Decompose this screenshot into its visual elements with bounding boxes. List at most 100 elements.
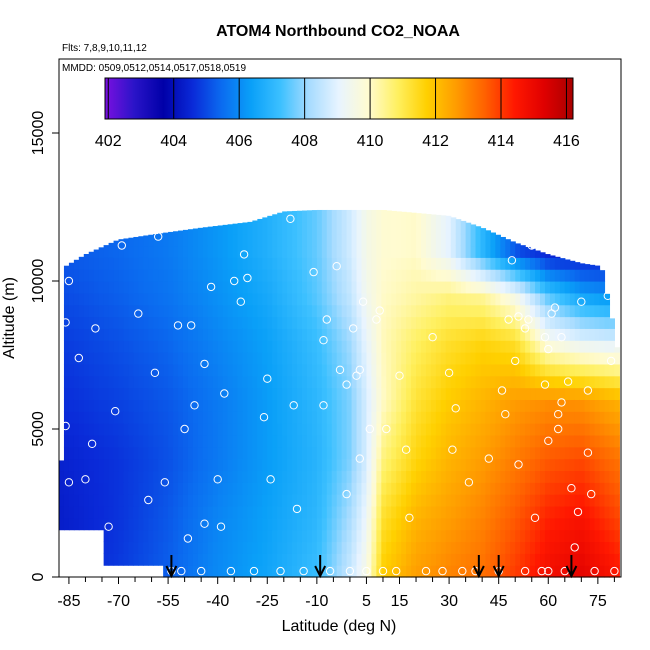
sample-point	[111, 407, 120, 416]
heat-cell	[168, 281, 174, 294]
heat-cell	[540, 292, 546, 306]
heat-cell	[311, 352, 318, 365]
heat-cell	[401, 387, 407, 400]
heat-cell	[554, 541, 561, 554]
heat-cell	[247, 411, 253, 424]
y-tick-label: 5000	[30, 411, 47, 447]
heat-cell	[88, 434, 95, 448]
heat-cell	[192, 517, 199, 531]
heat-cell	[465, 328, 472, 341]
heat-cell	[525, 505, 531, 519]
heat-cell	[187, 505, 194, 519]
heat-cell	[326, 257, 333, 270]
heat-cell	[83, 446, 90, 460]
heat-cell	[217, 482, 224, 495]
heat-cell	[564, 399, 571, 412]
heat-cell	[277, 281, 283, 294]
heat-cell	[594, 269, 601, 282]
sample-point	[117, 241, 127, 250]
heat-cell	[465, 233, 472, 247]
heat-cell	[341, 505, 348, 519]
heat-cell	[406, 257, 412, 270]
heat-cell	[485, 446, 492, 460]
heat-cell	[138, 411, 144, 424]
heat-cell	[351, 375, 358, 389]
heat-cell	[544, 281, 551, 294]
heat-cell	[277, 517, 283, 531]
heat-cell	[163, 494, 169, 507]
heat-cell	[614, 470, 620, 483]
y-tick-label: 0	[30, 572, 47, 581]
heat-cell	[411, 269, 417, 282]
heat-cell	[257, 505, 263, 519]
heat-cell	[187, 423, 194, 436]
heat-cell	[277, 541, 283, 554]
heat-cell	[163, 328, 169, 341]
sample-point	[590, 566, 599, 576]
heat-cell	[381, 245, 387, 258]
heat-cell	[242, 505, 249, 519]
heat-cell	[108, 257, 115, 270]
heat-cell	[535, 482, 541, 495]
heat-cell	[371, 411, 377, 424]
heat-cell	[490, 494, 496, 507]
heat-cell	[559, 553, 566, 566]
heat-cell	[480, 553, 487, 566]
heat-cell	[515, 340, 521, 353]
heat-cell	[535, 423, 541, 436]
heat-cell	[574, 281, 581, 294]
heat-cell	[336, 423, 343, 436]
heat-cell	[525, 458, 531, 472]
heat-cell	[143, 281, 149, 294]
heat-cell	[217, 245, 224, 258]
heat-cell	[455, 340, 462, 353]
heat-cell	[68, 387, 75, 400]
heat-cell	[376, 209, 382, 223]
heat-cell	[123, 529, 130, 543]
heat-cell	[336, 387, 343, 400]
heat-cell	[138, 553, 144, 566]
heat-cell	[490, 257, 496, 270]
heat-cell	[326, 470, 333, 483]
heat-cell	[604, 553, 611, 566]
heat-cell	[356, 257, 363, 270]
heat-cell	[505, 411, 511, 424]
heat-cell	[272, 553, 278, 566]
heat-cell	[584, 328, 591, 341]
heat-cell	[604, 352, 611, 365]
heat-cell	[366, 233, 373, 247]
heat-cell	[197, 363, 204, 377]
heat-cell	[267, 363, 273, 377]
heat-cell	[500, 257, 506, 270]
heat-cell	[584, 363, 591, 377]
heat-cell	[544, 505, 551, 519]
heat-cell	[306, 458, 313, 472]
heat-cell	[549, 458, 556, 472]
heat-cell	[301, 328, 308, 341]
heat-cell	[371, 505, 377, 519]
heat-cell	[272, 411, 278, 424]
heat-cell	[88, 352, 95, 365]
heat-cell	[351, 565, 358, 578]
heat-cell	[341, 328, 348, 341]
heat-cell	[262, 529, 268, 543]
heat-cell	[490, 529, 496, 543]
heat-cell	[480, 316, 487, 329]
heat-cell	[252, 292, 258, 306]
heat-cell	[237, 494, 244, 507]
heat-cell	[73, 328, 80, 341]
heat-cell	[435, 245, 442, 258]
heat-cell	[222, 470, 229, 483]
heat-cell	[163, 541, 169, 554]
heat-cell	[336, 340, 343, 353]
heat-cell	[341, 209, 348, 223]
heat-cell	[564, 328, 571, 341]
heat-cell	[406, 434, 412, 448]
heat-cell	[510, 241, 516, 247]
heat-cell	[98, 411, 105, 424]
heat-cell	[326, 517, 333, 531]
heat-cell	[515, 257, 521, 270]
heat-cell	[341, 281, 348, 294]
heat-cell	[351, 482, 358, 495]
heat-cell	[574, 399, 581, 412]
